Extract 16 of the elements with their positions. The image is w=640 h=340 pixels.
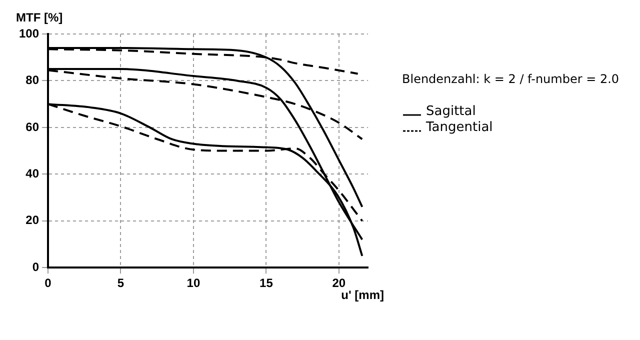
y-tick-label: 40 [26, 166, 40, 180]
legend-label: Sagittal [426, 104, 476, 120]
y-tick-label: 100 [18, 26, 40, 40]
y-axis-title: MTF [%] [16, 10, 63, 24]
x-tick-label: 5 [117, 276, 124, 290]
x-tick-label: 10 [186, 276, 200, 290]
text: Blendenzahl: k = 2 / f-number = 2.0 [402, 72, 620, 86]
y-tick-label: 0 [32, 260, 40, 274]
y-tick-label: 60 [26, 120, 40, 134]
y-tick-label: 80 [26, 73, 40, 88]
legend-label: Tangential [426, 120, 493, 136]
x-tick-label: 20 [332, 276, 346, 290]
y-tick-label: 20 [26, 213, 40, 228]
x-tick-label: 0 [44, 276, 52, 290]
x-tick-label: 15 [260, 276, 274, 290]
x-axis-title: u' [mm] [341, 288, 384, 302]
